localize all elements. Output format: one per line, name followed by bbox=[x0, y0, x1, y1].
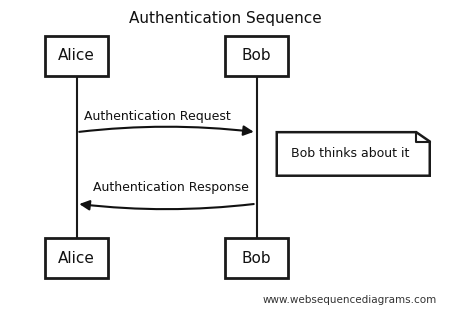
Polygon shape bbox=[277, 132, 430, 176]
Text: Alice: Alice bbox=[58, 49, 95, 63]
Text: Authentication Response: Authentication Response bbox=[93, 181, 249, 194]
Text: Alice: Alice bbox=[58, 251, 95, 266]
Text: Authentication Sequence: Authentication Sequence bbox=[129, 11, 321, 26]
Bar bbox=[45, 36, 108, 76]
Text: Authentication Request: Authentication Request bbox=[84, 110, 231, 123]
Text: Bob: Bob bbox=[242, 251, 271, 266]
Text: Bob: Bob bbox=[242, 49, 271, 63]
Text: Bob thinks about it: Bob thinks about it bbox=[291, 147, 409, 160]
Text: www.websequencediagrams.com: www.websequencediagrams.com bbox=[262, 295, 436, 305]
Bar bbox=[45, 238, 108, 278]
Bar bbox=[225, 238, 288, 278]
Bar bbox=[225, 36, 288, 76]
